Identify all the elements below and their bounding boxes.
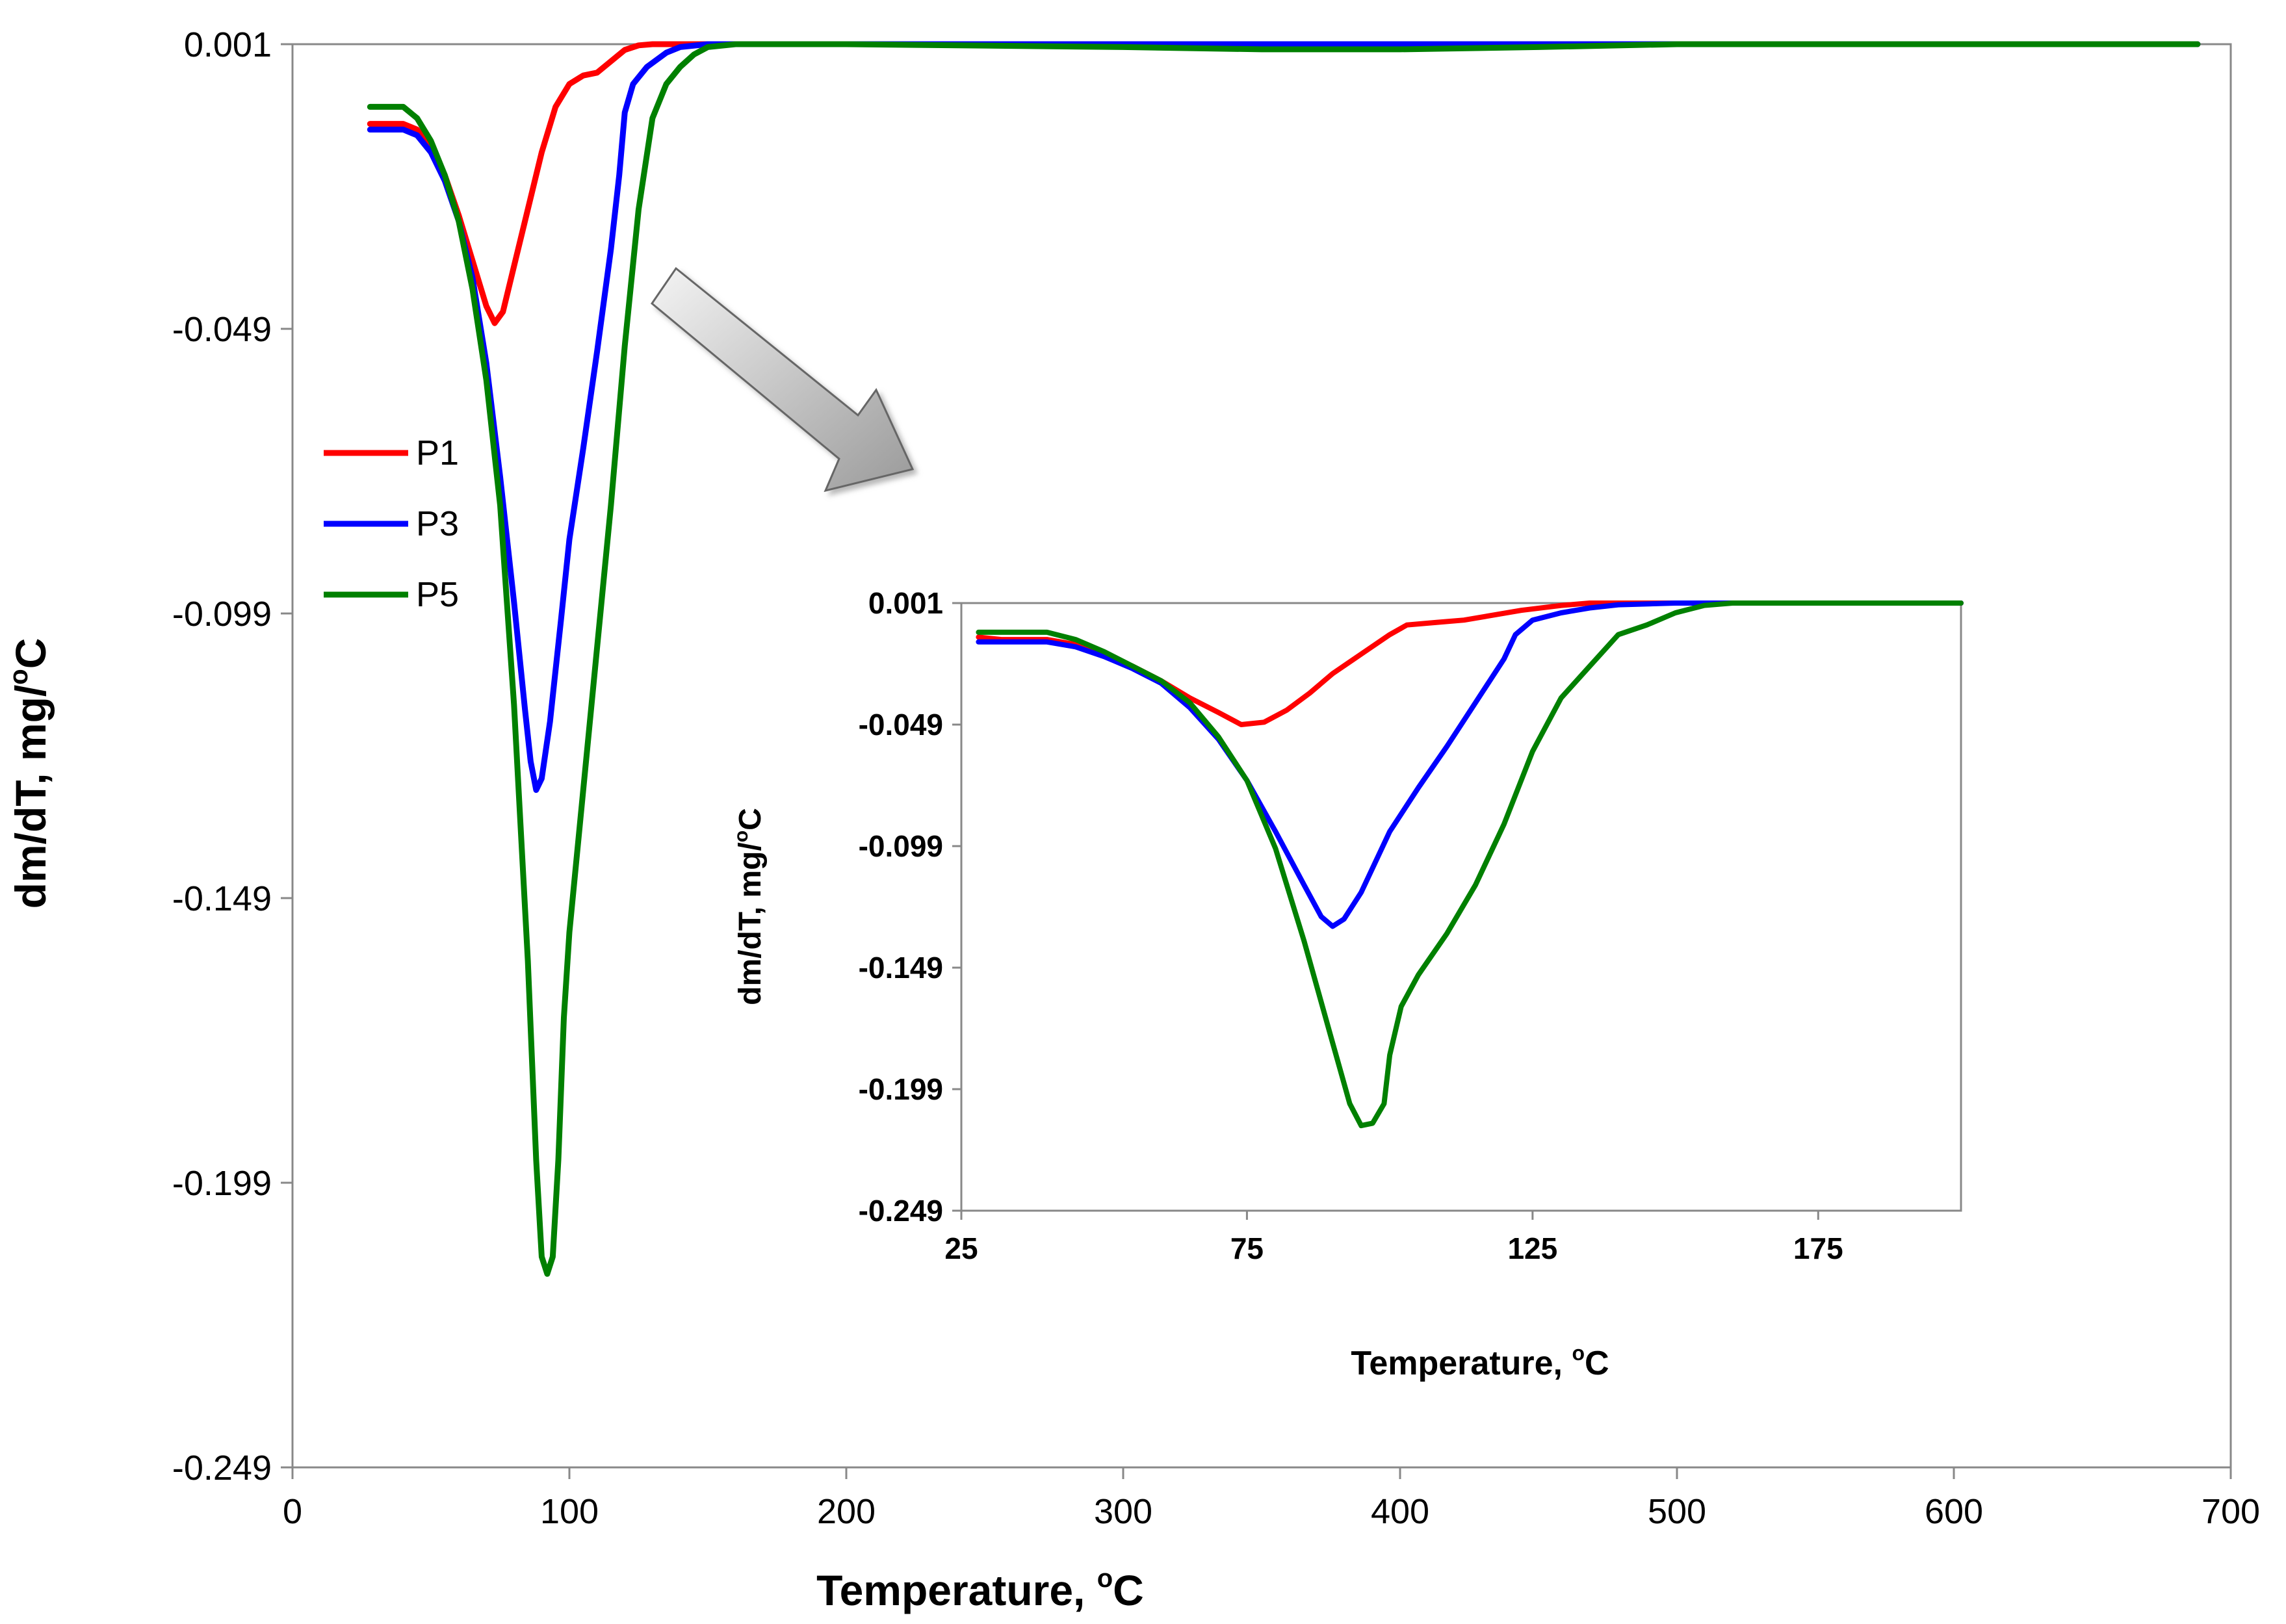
- main-x-tick-label: 600: [1925, 1492, 1983, 1531]
- main-x-tick-label: 100: [540, 1492, 599, 1531]
- inset-series-p3-line: [976, 600, 1964, 929]
- main-y-tick-label: -0.149: [172, 879, 272, 918]
- inset-y-tick-label: -0.049: [859, 708, 943, 741]
- main-y-tick-label: 0.001: [184, 25, 272, 64]
- inset-x-tick-label: 175: [1793, 1231, 1843, 1265]
- inset-y-ticks: 0.001 -0.049 -0.099 -0.149 -0.199 -0.249: [859, 586, 961, 1228]
- main-x-tick-label: 500: [1648, 1492, 1706, 1531]
- main-series-p5-line: [367, 41, 2201, 1277]
- legend-label-p1: P1: [416, 433, 459, 472]
- main-x-tick-label: 200: [817, 1492, 876, 1531]
- inset-y-tick-label: -0.149: [859, 951, 943, 985]
- main-y-ticks: 0.001 -0.049 -0.099 -0.149 -0.199 -0.249: [172, 25, 292, 1488]
- main-y-tick-label: -0.049: [172, 310, 272, 349]
- main-x-tick-label: 400: [1371, 1492, 1429, 1531]
- inset-x-tick-label: 25: [944, 1231, 978, 1265]
- inset-series-group: [976, 600, 1964, 1129]
- inset-x-ticks: 25 75 125 175: [944, 1211, 1843, 1265]
- inset-y-tick-label: -0.199: [859, 1072, 943, 1106]
- main-y-tick-label: -0.099: [172, 595, 272, 634]
- inset-x-axis-title: Temperature, oC: [1351, 1341, 1609, 1382]
- inset-y-tick-label: 0.001: [868, 586, 943, 620]
- main-x-ticks: 0 100 200 300 400 500 600 700: [283, 1467, 2260, 1531]
- main-x-tick-label: 0: [283, 1492, 302, 1531]
- inset-y-tick-label: -0.249: [859, 1194, 943, 1228]
- inset-chart: 0.001 -0.049 -0.099 -0.149 -0.199 -0.249 25 75…: [731, 586, 1964, 1382]
- main-y-axis-title: dm/dT, mg/oC: [5, 638, 55, 909]
- inset-series-p5-line: [976, 600, 1964, 1129]
- legend: P1 P3 P5: [324, 433, 459, 614]
- main-x-tick-label: 700: [2202, 1492, 2260, 1531]
- inset-x-tick-label: 125: [1507, 1231, 1557, 1265]
- inset-y-axis-title: dm/dT, mg/oC: [731, 808, 768, 1005]
- inset-y-tick-label: -0.099: [859, 829, 943, 863]
- main-y-tick-label: -0.199: [172, 1164, 272, 1203]
- callout-arrow: [650, 266, 915, 493]
- main-x-tick-label: 300: [1094, 1492, 1152, 1531]
- legend-label-p5: P5: [416, 575, 459, 614]
- main-x-axis-title: Temperature, oC: [816, 1564, 1144, 1614]
- main-y-tick-label: -0.249: [172, 1449, 272, 1488]
- main-series-group: [367, 41, 2201, 1277]
- legend-label-p3: P3: [416, 504, 459, 543]
- main-chart: 0.001 -0.049 -0.099 -0.149 -0.199 -0.249 0 100…: [5, 25, 2260, 1614]
- inset-x-tick-label: 75: [1230, 1231, 1264, 1265]
